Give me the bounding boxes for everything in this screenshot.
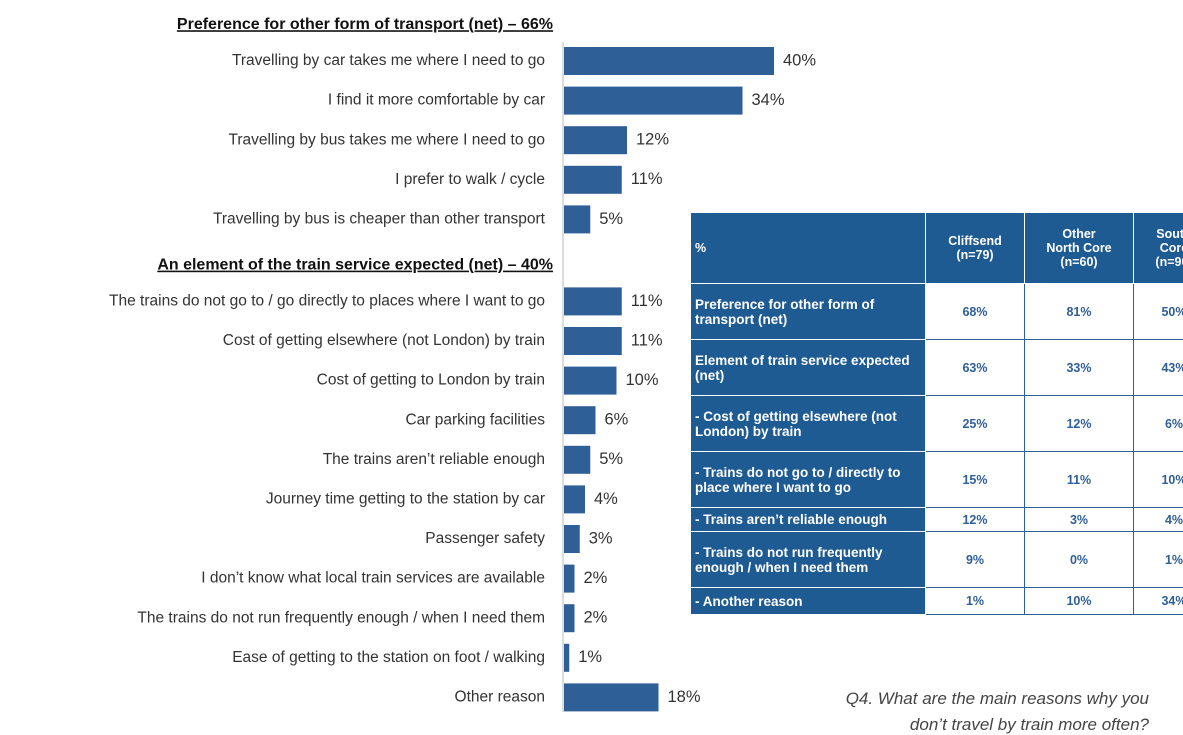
category-label: Passenger safety [425, 530, 545, 547]
table-cell: 3% [1024, 507, 1134, 532]
table-cell: 11% [1024, 451, 1134, 508]
value-label: 12% [636, 131, 669, 149]
header-cell: Cliffsend (n=79) [925, 212, 1025, 284]
bar [564, 327, 622, 355]
bar [564, 564, 575, 593]
header-cell: South Core (n=90) [1133, 212, 1183, 284]
table-row: - Trains do not go to / directly to plac… [690, 451, 1183, 508]
table-row: Preference for other form of transport (… [690, 283, 1183, 340]
group-title: An element of the train service expected… [157, 257, 553, 274]
value-label: 4% [594, 490, 618, 508]
bar [564, 287, 622, 316]
value-label: 11% [631, 170, 663, 188]
table-cell: - Another reason [690, 587, 926, 615]
table-cell: - Cost of getting elsewhere (not London)… [690, 395, 926, 452]
bar [564, 47, 774, 75]
category-label: Car parking facilities [405, 411, 545, 428]
bar [564, 604, 575, 633]
table-cell: 10% [1024, 587, 1134, 615]
value-label: 3% [589, 529, 613, 547]
header-cell: % [690, 212, 926, 284]
bar [564, 366, 617, 395]
bar [564, 683, 659, 712]
bar [564, 86, 743, 115]
value-label: 11% [631, 292, 663, 310]
category-label: Other reason [455, 688, 545, 705]
table-cell: 10% [1133, 451, 1183, 508]
category-label: Travelling by bus is cheaper than other … [213, 210, 546, 227]
table-cell: 1% [925, 587, 1025, 615]
value-label: 11% [631, 331, 663, 349]
bar [564, 165, 622, 194]
bar [564, 525, 580, 553]
category-label: Journey time getting to the station by c… [266, 490, 545, 507]
table-cell: 6% [1133, 395, 1183, 452]
header-row: % Cliffsend (n=79) Other North Core (n=60)… [690, 212, 1183, 284]
category-label: The trains do not run frequently enough … [137, 609, 545, 626]
table-cell: 34% [1133, 587, 1183, 615]
table-cell: 4% [1133, 507, 1183, 532]
table-cell: - Trains aren’t reliable enough [690, 507, 926, 532]
table-cell: 9% [925, 531, 1025, 588]
question: Q4. What are the main reasons why you do… [845, 689, 1149, 734]
category-label: Ease of getting to the station on foot /… [232, 649, 545, 666]
header-cell: Other North Core (n=60) [1024, 212, 1134, 284]
table-cell: 12% [925, 507, 1025, 532]
table-row: - Cost of getting elsewhere (not London)… [690, 395, 1183, 452]
bar [564, 126, 627, 155]
table-cell: 25% [925, 395, 1025, 452]
table-cell: 15% [925, 451, 1025, 508]
category-label: The trains do not go to / go directly to… [109, 292, 545, 309]
table-cell: 63% [925, 339, 1025, 396]
value-label: 2% [584, 569, 608, 587]
category-label: Travelling by bus takes me where I need … [229, 131, 546, 148]
category-label: The trains aren’t reliable enough [323, 451, 545, 468]
bar [564, 205, 591, 234]
value-label: 5% [599, 450, 623, 468]
bar [564, 406, 596, 435]
category-label: Cost of getting to London by train [317, 372, 545, 389]
table-cell: - Trains do not go to / directly to plac… [690, 451, 926, 508]
table-cell: Preference for other form of transport (… [690, 283, 926, 340]
table-cell: - Trains do not run frequently enough / … [690, 531, 926, 588]
category-label: I find it more comfortable by car [328, 92, 545, 109]
table-cell: 1% [1133, 531, 1183, 588]
table-cell: 81% [1024, 283, 1134, 340]
table-cell: 50% [1133, 283, 1183, 340]
table-cell: 68% [925, 283, 1025, 340]
table-row: Element of train service expected (net) 6… [690, 339, 1183, 396]
category-label: Cost of getting elsewhere (not London) b… [223, 332, 545, 349]
value-label: 40% [783, 51, 816, 69]
value-label: 34% [752, 91, 785, 109]
value-label: 18% [668, 688, 701, 706]
table-cell: 0% [1024, 531, 1134, 588]
category-label: I don’t know what local train services a… [201, 570, 545, 587]
group-title: Preference for other form of transport (… [177, 16, 553, 33]
bar [564, 643, 570, 672]
table-cell: Element of train service expected (net) [690, 339, 926, 396]
table-cell: 33% [1024, 339, 1134, 396]
table-cell: 12% [1024, 395, 1134, 452]
category-label: I prefer to walk / cycle [395, 171, 545, 188]
bar [564, 445, 591, 474]
bar [564, 485, 585, 514]
table-row: - Trains aren’t reliable enough 12% 3% 4% [690, 507, 1183, 532]
value-label: 10% [626, 371, 659, 389]
summary-table: % Cliffsend (n=79) Other North Core (n=60)… [690, 212, 1183, 615]
value-label: 2% [584, 609, 608, 627]
value-label: 6% [605, 411, 629, 429]
category-label: Travelling by car takes me where I need … [232, 52, 545, 69]
table-cell: 43% [1133, 339, 1183, 396]
table-row: - Trains do not run frequently enough / … [690, 531, 1183, 588]
value-label: 1% [578, 648, 602, 666]
value-label: 5% [599, 210, 623, 228]
